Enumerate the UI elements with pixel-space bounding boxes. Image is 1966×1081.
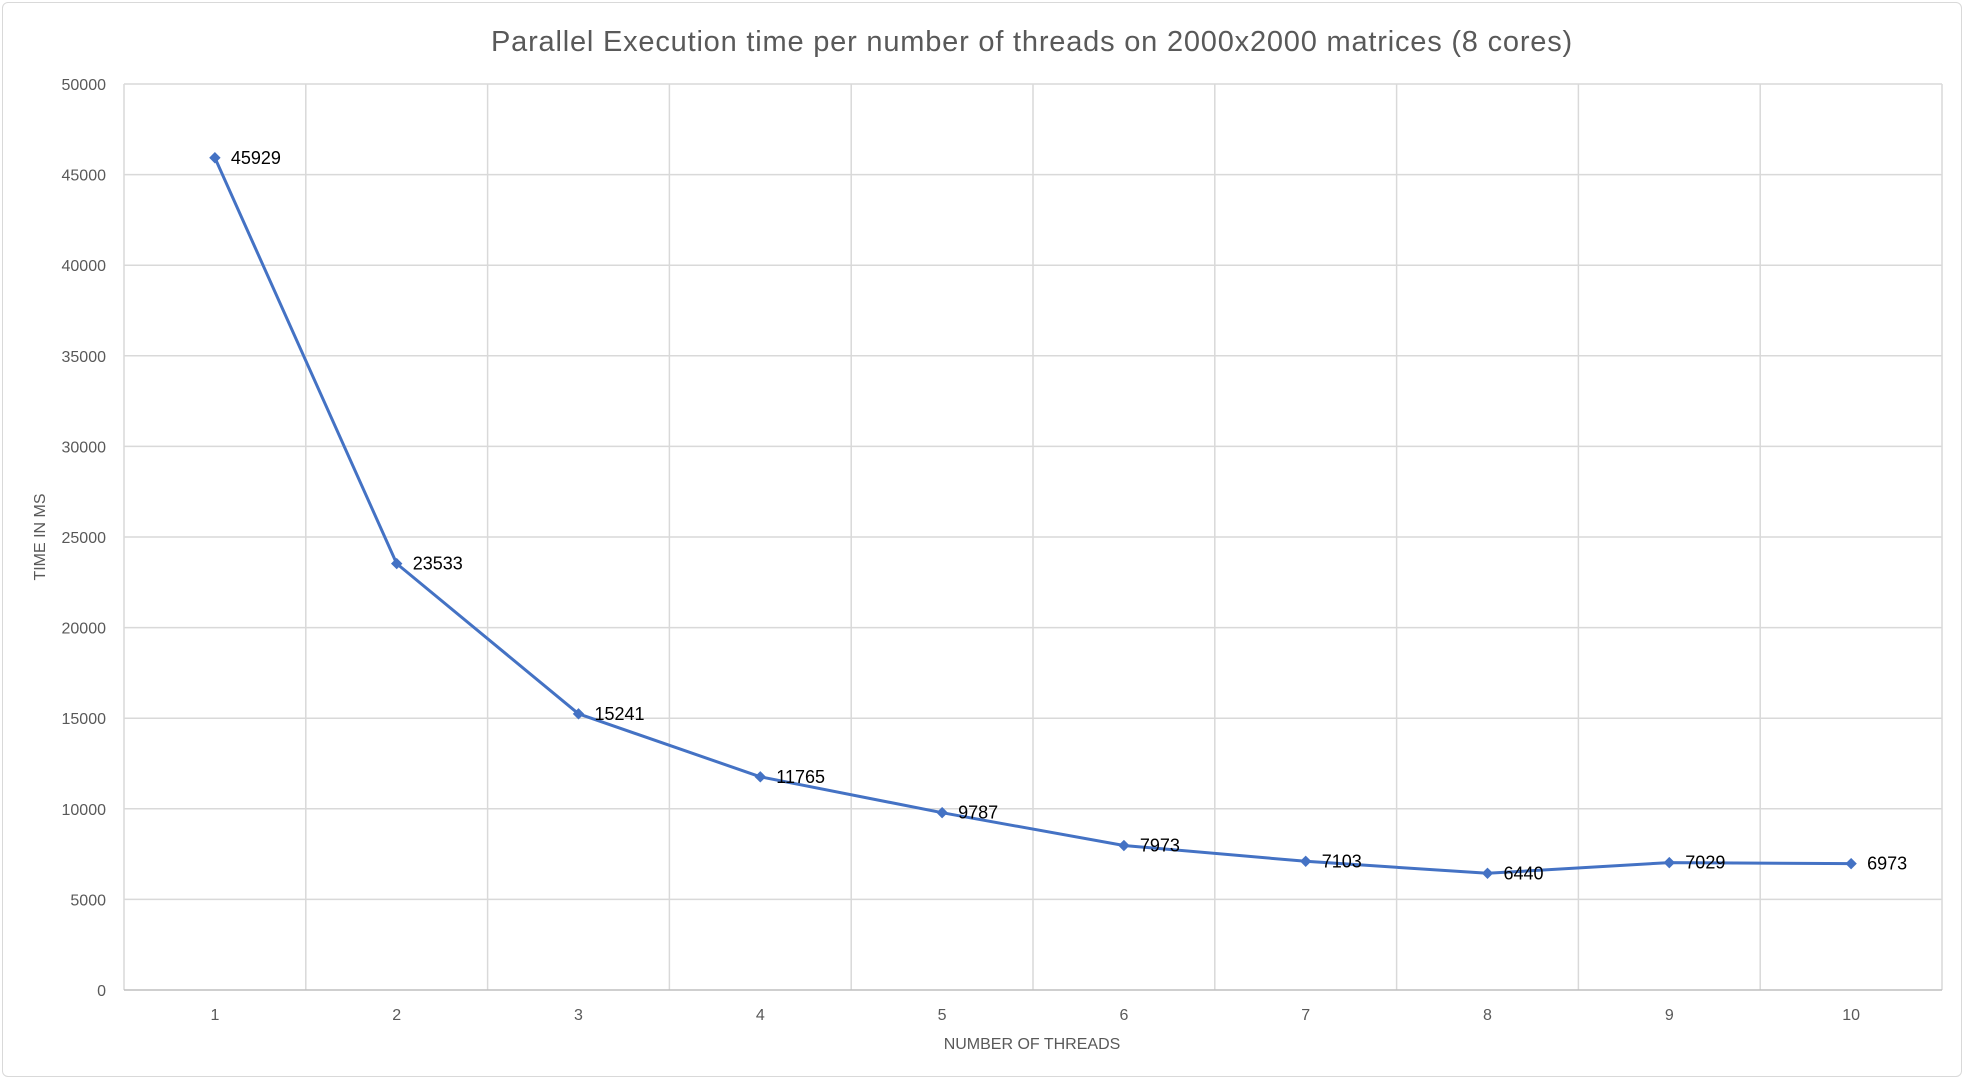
data-point-marker (1299, 855, 1312, 868)
data-label: 45929 (231, 148, 281, 168)
series-line (213, 157, 1852, 875)
data-label: 11765 (776, 767, 825, 787)
data-point-marker (572, 708, 585, 720)
series-layer (209, 152, 1857, 880)
x-tick-label: 3 (574, 1007, 583, 1024)
x-tick-label: 9 (1665, 1007, 1674, 1024)
x-tick-label: 8 (1483, 1007, 1492, 1024)
chart-title: Parallel Execution time per number of th… (491, 26, 1573, 58)
y-axis-title: TIME IN MS (32, 493, 49, 580)
y-tick-label: 0 (97, 983, 106, 1000)
data-label: 7103 (1322, 851, 1362, 871)
y-tick-label: 30000 (62, 439, 107, 456)
data-point-marker (1845, 857, 1857, 870)
x-axis-tick-labels: 1 2 3 4 5 6 7 8 9 10 (210, 1007, 1860, 1024)
data-labels: 45929 23533 15241 11765 9787 7973 7103 6440 7029… (231, 148, 1907, 884)
x-tick-label: 2 (392, 1007, 401, 1024)
y-axis-tick-labels: 0 5000 10000 15000 20000 25000 30000 35000 40000… (62, 77, 107, 1000)
data-label: 9787 (958, 803, 998, 823)
x-tick-label: 6 (1119, 1007, 1128, 1024)
y-tick-label: 35000 (62, 349, 107, 366)
y-tick-label: 50000 (62, 77, 107, 94)
gridlines (123, 83, 1943, 991)
y-tick-label: 20000 (62, 621, 107, 638)
data-label: 6440 (1504, 863, 1544, 883)
data-label: 7973 (1140, 836, 1180, 856)
data-label: 15241 (595, 704, 645, 724)
data-point-marker (1481, 867, 1494, 880)
y-tick-label: 25000 (62, 530, 107, 547)
y-tick-label: 40000 (62, 258, 107, 275)
data-point-marker (1663, 856, 1676, 869)
data-point-marker (754, 771, 767, 783)
y-tick-label: 10000 (62, 802, 107, 819)
data-label: 23533 (413, 554, 463, 574)
x-tick-label: 5 (938, 1007, 947, 1024)
data-point-marker (936, 806, 948, 819)
x-tick-label: 7 (1301, 1007, 1310, 1024)
data-point-marker (1118, 839, 1130, 852)
data-label: 6973 (1867, 854, 1907, 874)
data-point-marker (390, 557, 403, 570)
y-tick-label: 15000 (62, 711, 107, 728)
data-label: 7029 (1685, 853, 1725, 873)
x-tick-label: 10 (1842, 1007, 1860, 1024)
data-point-marker (209, 152, 221, 164)
x-tick-label: 4 (756, 1007, 765, 1024)
y-tick-label: 45000 (62, 168, 107, 185)
x-axis-title: NUMBER OF THREADS (944, 1036, 1121, 1053)
x-tick-label: 1 (210, 1007, 219, 1024)
y-tick-label: 5000 (70, 892, 106, 909)
